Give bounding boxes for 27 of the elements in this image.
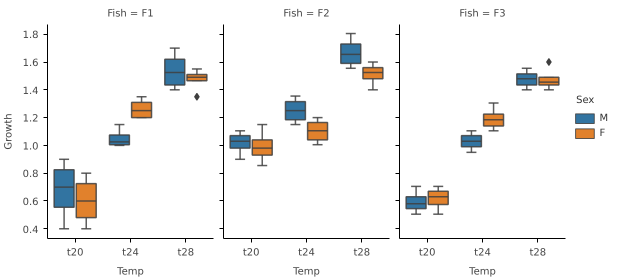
x-tick-label: t20 [418,248,436,258]
y-axis-title: Growth [4,113,15,150]
x-tick-label: t28 [354,248,370,258]
y-tick-label: 1.0 [22,141,39,152]
y-tick-label: 1.6 [22,58,39,70]
chart-title: Fish = F1 [107,8,154,20]
x-tick-label: t24 [122,248,139,258]
y-tick-label: 0.6 [22,196,39,208]
y-tick-label: 1.4 [22,86,39,97]
x-tick-label: t20 [66,248,84,258]
x-axis-title: Temp [116,266,144,278]
legend-label: F [600,128,606,140]
y-tick-label: 1.8 [22,30,39,42]
y-tick-label: 0.8 [22,169,39,180]
x-tick-label: t24 [474,248,491,258]
y-tick-label: 1.2 [22,114,39,125]
x-tick-label: t24 [298,248,315,258]
chart-title: Fish = F3 [459,8,506,20]
x-tick-label: t28 [178,248,194,258]
legend-label: M [600,113,608,124]
legend-title: Sex [576,94,594,106]
x-axis-title: Temp [292,266,320,278]
x-axis-title: Temp [468,266,496,278]
y-tick-label: 0.4 [22,224,39,236]
x-tick-label: t20 [242,248,260,258]
x-tick-label: t28 [530,248,546,258]
chart-title: Fish = F2 [283,8,330,20]
